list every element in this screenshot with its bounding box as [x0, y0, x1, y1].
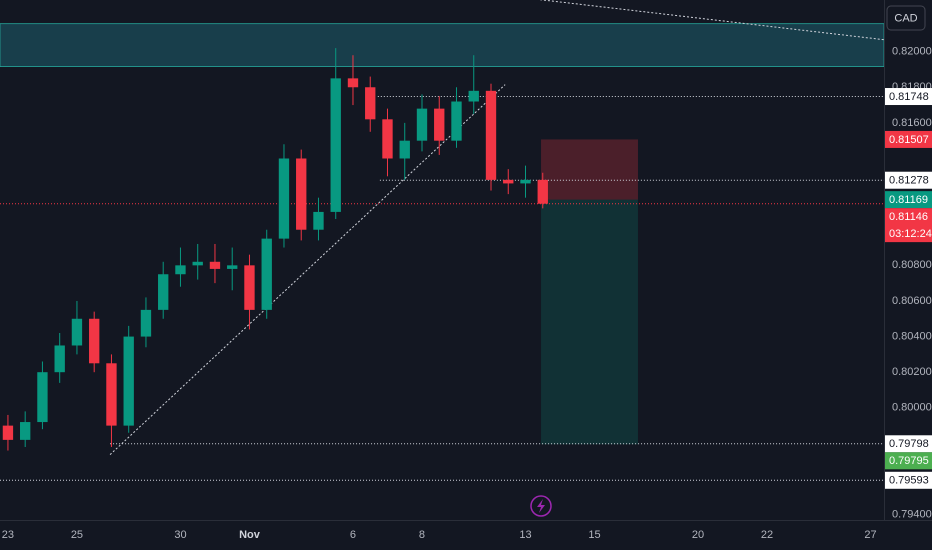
y-tick-label: 0.80600: [892, 295, 932, 307]
candle-body: [296, 158, 307, 230]
price-label-box: [885, 171, 932, 189]
event-icon[interactable]: [530, 495, 552, 517]
price-label: 0.81748: [889, 91, 929, 103]
price-label-box: [885, 435, 932, 453]
candle-body: [227, 265, 238, 269]
price-label-box: [885, 471, 932, 489]
candle-body: [37, 372, 48, 423]
candle-body: [2, 425, 14, 440]
price-label-box: [885, 88, 932, 106]
candle-body: [20, 422, 31, 440]
price-label: 0.79798: [889, 438, 929, 450]
candle-body: [123, 336, 134, 426]
candle-body: [261, 238, 272, 310]
candle-body: [278, 158, 290, 239]
candle-body: [485, 90, 497, 180]
price-label: 0.81278: [889, 175, 929, 187]
price-label: 0.79795: [889, 455, 929, 467]
x-tick-label: 25: [71, 529, 83, 541]
trend-line: [539, 0, 885, 41]
x-tick-label: 20: [692, 529, 704, 541]
stop-zone: [541, 139, 638, 200]
candle-body: [520, 179, 531, 184]
candle-body: [347, 78, 359, 88]
candle-body: [416, 108, 428, 141]
countdown-label: 03:12:24: [889, 228, 932, 240]
price-label: 0.79593: [889, 475, 929, 487]
price-label: 0.81146: [889, 211, 928, 223]
candle-body: [89, 318, 100, 364]
price-label: 0.81507: [889, 134, 929, 146]
y-tick-label: 0.81600: [892, 117, 932, 129]
candle-body: [244, 265, 255, 310]
x-tick-label: Nov: [239, 529, 261, 541]
candle-body: [330, 78, 341, 212]
event-bolt: [537, 499, 545, 513]
price-label-box: [885, 208, 932, 243]
x-tick-label: 13: [519, 529, 531, 541]
candle-body: [175, 265, 186, 275]
candle-body: [158, 274, 169, 310]
x-tick-label: 23: [2, 529, 14, 541]
candle-body: [71, 318, 83, 346]
x-tick-label: 8: [419, 529, 425, 541]
candle-body: [106, 363, 117, 426]
y-tick-label: 0.79400: [892, 509, 932, 521]
candle-body: [192, 261, 203, 266]
candle-body: [503, 179, 514, 184]
price-label: 0.81169: [889, 194, 928, 206]
candle-body: [365, 87, 376, 120]
candle-body: [54, 345, 65, 373]
price-label-box: [885, 191, 932, 209]
y-tick-label: 0.80200: [892, 366, 932, 378]
currency-label[interactable]: CAD: [894, 12, 917, 24]
y-tick-label: 0.80400: [892, 330, 932, 342]
price-label-box: [885, 452, 932, 470]
y-tick-label: 0.80000: [892, 402, 932, 414]
currency-button[interactable]: [886, 5, 926, 31]
x-tick-label: 6: [350, 529, 356, 541]
x-tick-label: 27: [864, 529, 876, 541]
target-zone: [541, 199, 638, 445]
candle-body: [399, 140, 410, 159]
candle-body: [434, 108, 445, 141]
candle-body: [209, 261, 221, 269]
x-tick-label: 15: [588, 529, 600, 541]
candle-body: [140, 309, 152, 337]
y-tick-label: 0.82000: [892, 46, 932, 58]
candle-body: [313, 211, 324, 230]
x-tick-label: 22: [761, 529, 773, 541]
resistance-zone: [0, 23, 885, 68]
x-tick-label: 30: [174, 529, 186, 541]
candle-body: [468, 90, 479, 102]
candle-body: [382, 119, 393, 159]
y-tick-label: 0.80800: [892, 259, 932, 271]
price-label-box: [885, 130, 932, 148]
candle-body: [537, 179, 548, 204]
candle-body: [451, 101, 462, 141]
